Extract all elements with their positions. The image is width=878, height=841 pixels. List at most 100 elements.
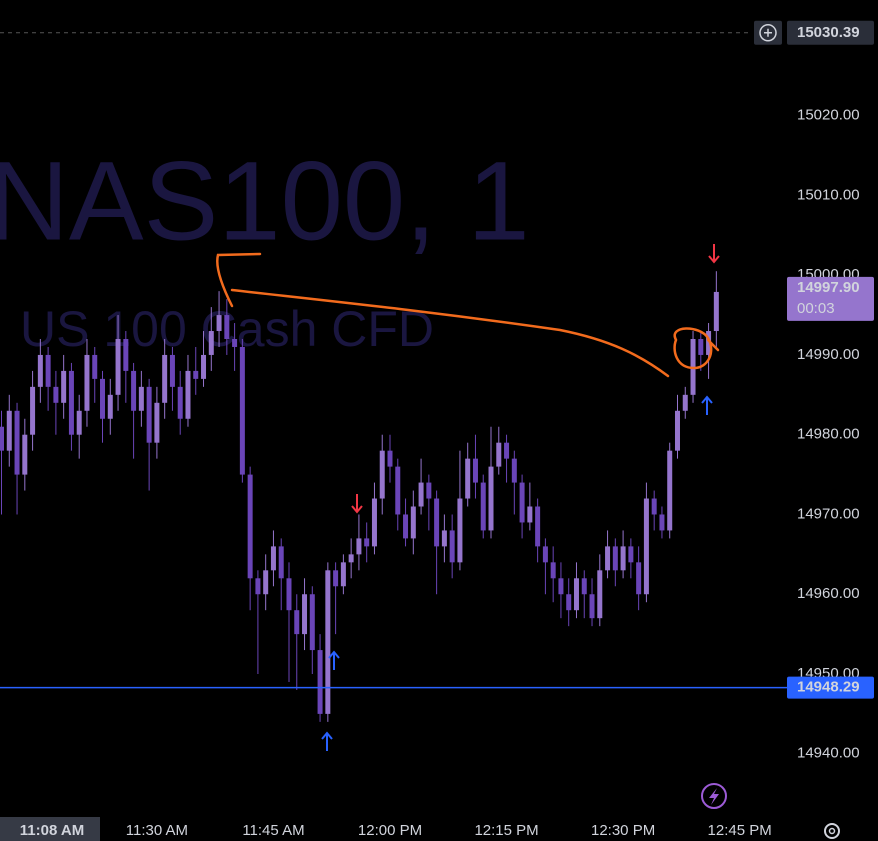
drawing [673,327,713,370]
candle-body [201,354,207,379]
candle-body [270,546,276,571]
candle-body [224,315,230,339]
candle-body [519,482,525,523]
candle-body [356,538,362,555]
candle-body [651,498,657,515]
buy-arrow [321,731,333,751]
candle-body [535,506,541,547]
candle-body [636,562,642,595]
x-tick-label: 12:00 PM [358,822,422,839]
candle-body [146,386,152,443]
candle-body [100,378,106,419]
x-tick-label: 12:15 PM [474,822,538,839]
candle-body [232,338,238,347]
candle-body [496,442,502,467]
candle-body [395,466,401,515]
buy-arrow [701,395,713,415]
candle-body [480,482,486,531]
x-tick-label: 12:45 PM [708,822,772,839]
candle-body [302,594,308,635]
y-tick-label: 14970.00 [797,505,860,522]
candle-body [333,570,339,587]
settings-button[interactable] [824,823,840,839]
cursor-time-label: 11:08 AM [20,822,84,839]
sell-arrow [708,244,720,264]
candle-body [325,570,331,714]
candle-body [418,482,424,507]
candle-body [45,354,51,387]
candle-body [542,546,548,563]
candle-body [472,458,478,483]
y-tick-label: 14990.00 [797,346,860,363]
watermark-title: NAS100, 1 [0,139,530,264]
candle-body [465,458,471,499]
lightning-icon[interactable] [701,783,727,809]
candle-body [286,578,292,611]
candle-body [216,315,222,332]
candle-body [434,498,440,547]
candle-body [162,354,168,403]
replay-button[interactable] [701,783,727,809]
candle-body [605,546,611,571]
candle-body [558,578,564,595]
y-tick-label: 14940.00 [797,745,860,762]
candle-body [449,530,455,563]
last-price-box [787,276,874,321]
sell-arrow [351,494,363,514]
y-tick-label: 15010.00 [797,186,860,203]
last-price: 14997.90 [797,279,860,296]
candle-body [30,386,36,435]
x-tick-label: 12:30 PM [591,822,655,839]
candle-body [247,474,253,579]
drawing [216,252,262,308]
candle-body [511,458,517,483]
candle-body [61,370,67,403]
candle-body [659,514,665,531]
candle-body [667,450,673,531]
candle-body [115,338,121,395]
candle-body [84,354,90,411]
y-tick-label: 14960.00 [797,585,860,602]
candle-body [123,338,129,371]
candle-body [682,394,688,411]
candle-body [263,570,269,595]
drawings [216,252,720,378]
candle-body [674,410,680,451]
cursor-time-box [0,817,100,841]
candle-body [255,578,261,595]
candle-body [566,594,572,611]
candle-body [6,410,12,451]
candle-body [68,370,74,435]
settings-icon [828,827,836,835]
candle-body [294,610,300,635]
candle-body [239,346,245,475]
plus-icon [764,28,772,37]
candle-body [371,498,377,547]
candle-body [581,578,587,595]
candle-body [379,450,385,499]
candle-body [193,370,199,379]
countdown: 00:03 [797,300,835,317]
buy-arrow [328,650,340,670]
candle-body [138,386,144,411]
candle-body [527,506,533,523]
settings-icon[interactable] [824,823,840,839]
candle-body [14,410,20,475]
candle-body [37,354,43,387]
x-tick-label: 11:30 AM [126,822,188,839]
candle-body [403,514,409,539]
candle-body [589,594,595,619]
y-tick-label: 15020.00 [797,107,860,124]
drawing [230,288,670,378]
price-label-box [787,676,874,699]
plus-icon[interactable] [759,24,777,42]
candle-body [620,546,626,571]
x-tick-label: 11:45 AM [242,822,304,839]
candle-body [154,402,160,443]
candle-body [208,331,214,355]
candle-body [457,498,463,563]
candle-body [410,506,416,539]
drawing [706,338,720,352]
